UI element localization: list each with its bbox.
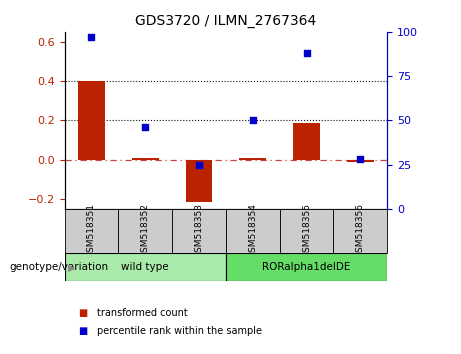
FancyBboxPatch shape — [172, 209, 226, 253]
Bar — [347, 160, 374, 162]
Point — [249, 118, 256, 123]
FancyBboxPatch shape — [226, 209, 280, 253]
Text: GSM518354: GSM518354 — [248, 204, 257, 258]
Text: genotype/variation: genotype/variation — [9, 262, 108, 272]
Bar — [132, 158, 159, 160]
FancyBboxPatch shape — [280, 209, 333, 253]
Text: wild type: wild type — [121, 262, 169, 272]
Text: ▶: ▶ — [68, 262, 76, 272]
Bar — [185, 160, 213, 202]
FancyBboxPatch shape — [118, 209, 172, 253]
Text: ■: ■ — [78, 308, 88, 318]
Point — [195, 162, 203, 167]
Text: GSM518355: GSM518355 — [302, 204, 311, 258]
Point — [357, 156, 364, 162]
Text: percentile rank within the sample: percentile rank within the sample — [97, 326, 262, 336]
Text: RORalpha1delDE: RORalpha1delDE — [262, 262, 351, 272]
Point — [142, 125, 149, 130]
Text: GSM518352: GSM518352 — [141, 204, 150, 258]
Bar — [239, 158, 266, 160]
FancyBboxPatch shape — [226, 253, 387, 281]
Bar — [78, 81, 105, 160]
Bar — [293, 123, 320, 160]
Point — [88, 34, 95, 40]
Text: GSM518353: GSM518353 — [195, 204, 203, 258]
FancyBboxPatch shape — [65, 253, 226, 281]
FancyBboxPatch shape — [333, 209, 387, 253]
Text: transformed count: transformed count — [97, 308, 188, 318]
FancyBboxPatch shape — [65, 209, 118, 253]
Text: ■: ■ — [78, 326, 88, 336]
Point — [303, 50, 310, 56]
Text: GSM518351: GSM518351 — [87, 204, 96, 258]
Text: GSM518356: GSM518356 — [356, 204, 365, 258]
Title: GDS3720 / ILMN_2767364: GDS3720 / ILMN_2767364 — [135, 14, 317, 28]
